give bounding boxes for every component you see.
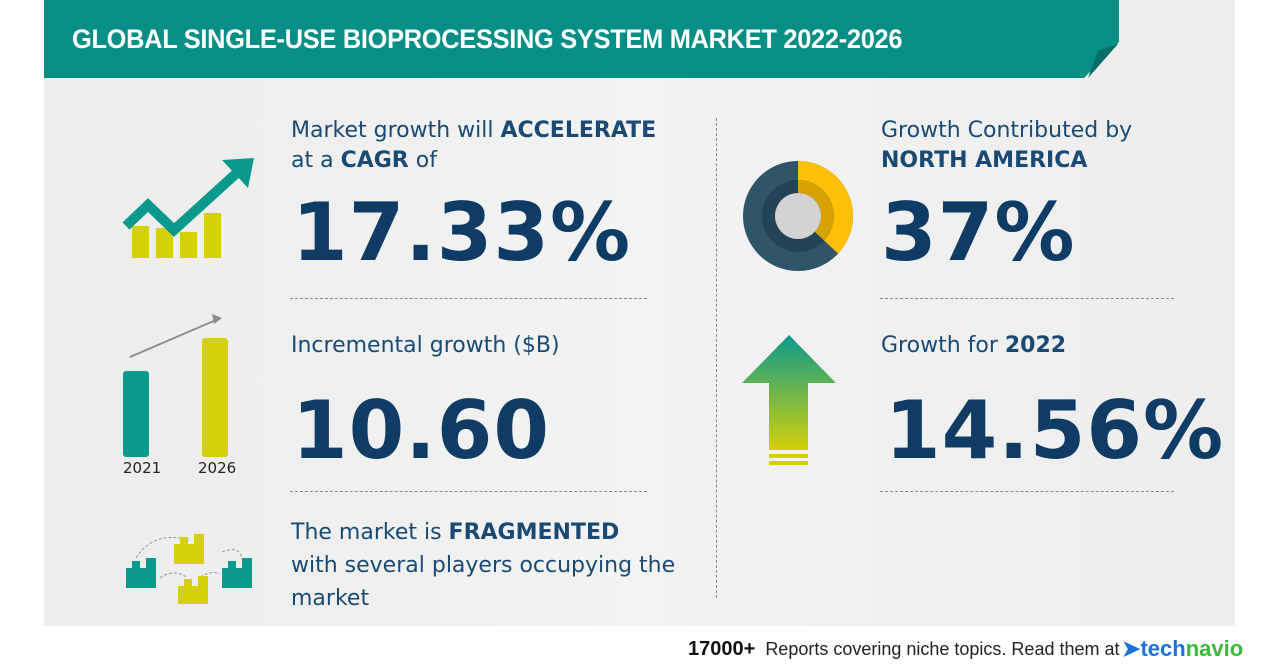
divider [880, 298, 1174, 299]
divider [290, 491, 647, 492]
divider [880, 491, 1174, 492]
bar-label-2026: 2026 [198, 459, 237, 477]
divider [290, 298, 647, 299]
cagr-value: 17.33% [292, 186, 632, 279]
cagr-text: Market growth will ACCELERATE at a CAGR … [291, 118, 657, 173]
bar-label-2021: 2021 [123, 459, 162, 477]
title-banner [44, 0, 1119, 78]
market-text: The market is FRAGMENTED with several pla… [291, 520, 676, 611]
buildings-network-icon [126, 534, 252, 604]
donut-slice-region [798, 161, 853, 254]
yoy-value: 14.56% [885, 384, 1225, 477]
bar-comparison-icon [123, 314, 228, 457]
yoy-text: Growth for 2022 [881, 333, 1067, 358]
incremental-value: 10.60 [292, 384, 551, 477]
footer-text: 17000+ Reports covering niche topics. Re… [688, 638, 1120, 660]
incremental-label: Incremental growth ($B) [291, 333, 560, 358]
growth-chart-arrow-icon [122, 158, 254, 258]
vertical-divider [716, 118, 717, 598]
up-arrow-icon [742, 335, 836, 465]
technavio-logo[interactable]: ➤technavio [1122, 636, 1244, 661]
donut-slice-region-inner [798, 180, 834, 241]
region-text: Growth Contributed by NORTH AMERICA [881, 118, 1133, 173]
page-title: GLOBAL SINGLE-USE BIOPROCESSING SYSTEM M… [72, 24, 903, 54]
region-value: 37% [881, 186, 1076, 279]
background-panel [44, 0, 1235, 626]
donut-chart-icon [743, 161, 853, 271]
